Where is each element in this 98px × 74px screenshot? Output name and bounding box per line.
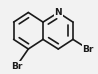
Text: Br: Br — [83, 45, 94, 54]
Text: N: N — [54, 8, 62, 17]
Text: Br: Br — [11, 62, 22, 71]
